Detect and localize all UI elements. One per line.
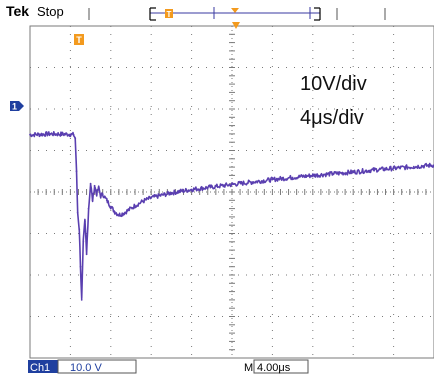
waveform-trace — [29, 131, 434, 300]
timebase-prefix: M — [244, 362, 253, 374]
waveform-point — [412, 165, 415, 168]
waveform-point — [79, 265, 82, 268]
waveform-point — [89, 182, 92, 185]
channel-readout: Ch1 10.0 V — [28, 359, 137, 374]
waveform-point — [210, 186, 213, 188]
waveform-point — [134, 204, 136, 207]
channel-scale-value: 10.0 V — [70, 362, 102, 374]
waveform-point — [291, 176, 294, 179]
waveform-point — [49, 133, 52, 135]
waveform-point — [142, 200, 145, 203]
waveform-point — [74, 137, 77, 140]
header-ticks — [88, 8, 386, 20]
header-trigger-icon: T — [165, 9, 173, 19]
waveform-point — [95, 193, 98, 196]
waveform-layer — [29, 131, 434, 301]
waveform-point — [84, 220, 86, 223]
waveform-point — [93, 184, 96, 187]
waveform-point — [97, 187, 100, 189]
waveform-point — [118, 213, 120, 216]
waveform-point — [87, 207, 90, 210]
channel1-ground-number: 1 — [12, 102, 17, 112]
time-per-div-annotation: 4μs/div — [300, 107, 364, 129]
timebase-value: 4.00μs — [257, 362, 291, 374]
waveform-point — [150, 196, 153, 199]
waveform-point — [78, 228, 81, 231]
waveform-point — [332, 172, 334, 175]
waveform-point — [29, 133, 31, 136]
channel-name: Ch1 — [30, 362, 50, 374]
brand-label: Tek — [6, 3, 29, 19]
waveform-point — [311, 174, 314, 177]
waveform-point — [126, 210, 128, 213]
waveform-point — [85, 253, 88, 256]
waveform-point — [372, 169, 375, 171]
status-label: Stop — [37, 4, 64, 19]
waveform-point — [251, 181, 254, 183]
waveform-point — [231, 183, 233, 186]
waveform-point — [99, 195, 102, 198]
waveform-point — [109, 205, 112, 208]
trigger-position-letter: T — [76, 35, 82, 45]
waveform-point — [170, 191, 173, 194]
graticule — [29, 25, 434, 359]
waveform-point — [75, 170, 78, 173]
waveform-point — [72, 133, 75, 136]
waveform-point — [91, 199, 94, 202]
waveform-point — [271, 178, 274, 181]
timebase-readout: M 4.00μs — [244, 359, 309, 374]
waveform-point — [105, 199, 108, 202]
header-trigger-letter: T — [167, 10, 172, 19]
waveform-point — [392, 167, 395, 170]
waveform-point — [101, 193, 104, 196]
waveform-point — [82, 240, 85, 243]
trigger-level-arrow-icon — [232, 22, 240, 29]
waveform-point — [69, 133, 72, 136]
trigger-position-marker: T — [74, 34, 84, 45]
waveform-point — [113, 211, 116, 213]
waveform-point — [76, 211, 79, 214]
waveform-point — [80, 299, 83, 301]
waveform-point — [190, 188, 193, 191]
volts-per-div-annotation: 10V/div — [300, 73, 367, 95]
waveform-point — [122, 212, 124, 215]
trigger-time-marker-icon — [231, 8, 239, 13]
waveform-point — [352, 171, 355, 174]
channel1-ground-marker: 1 — [10, 101, 24, 112]
